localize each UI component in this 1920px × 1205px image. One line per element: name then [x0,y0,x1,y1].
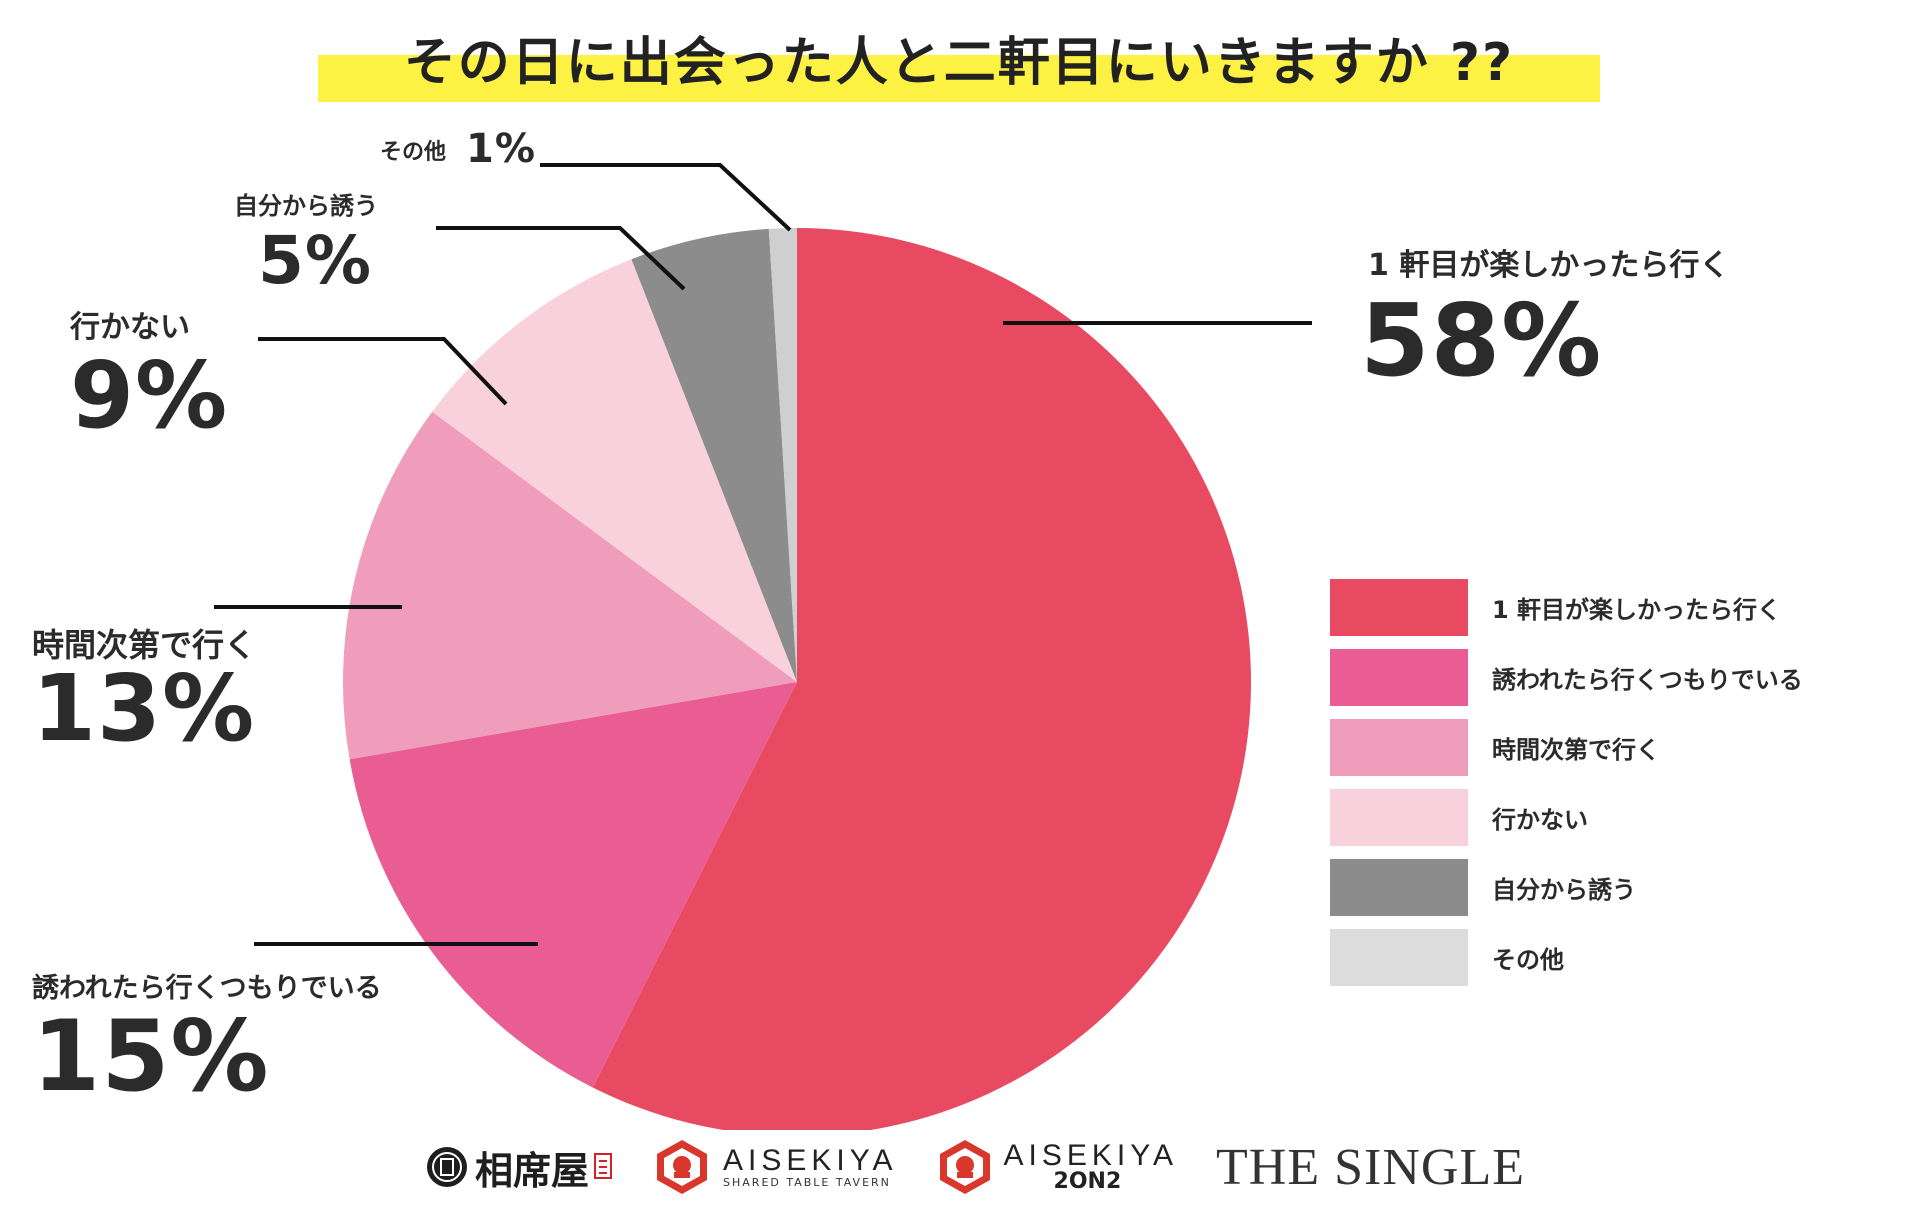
aisekiya-tagline: SHARED TABLE TAVERN [723,1175,891,1189]
callout-label-3: 行かない [70,310,190,345]
callout-label-0: 1 軒目が楽しかったら行く [1368,248,1730,283]
legend-item: 誘われたら行くつもりでいる [1330,642,1803,712]
pie-slice-1 [349,682,797,1088]
footer-logos: 相席屋 AISEKIYA SHARED TABLE TAVERN AISEKI [425,1132,1563,1202]
legend-swatch [1330,578,1468,636]
legend-swatch [1330,648,1468,706]
callout-label-4: 自分から誘う [234,192,378,220]
aisekiya-logo: AISEKIYA SHARED TABLE TAVERN [653,1138,898,1196]
pie-slice-0 [592,228,1251,1130]
aisekiya-2on2-logo: AISEKIYA 2ON2 [936,1138,1179,1196]
legend-item: その他 [1330,922,1803,992]
aisekiya-jp-logo: 相席屋 [425,1140,615,1195]
title-highlight [318,55,1600,102]
callout-label-5: その他 [380,140,447,165]
pie-slice-3 [432,259,797,682]
leader-line-3 [258,337,508,406]
legend-label: 自分から誘う [1492,875,1636,904]
legend-swatch [1330,858,1468,916]
legend-swatch [1330,718,1468,776]
legend-item: 行かない [1330,782,1803,852]
callout-pct-3: 9% [70,342,229,449]
aisekiya-2on2-sub: 2ON2 [1053,1169,1122,1194]
pie-slice-5 [768,228,797,682]
the-single-text: THE SINGLE [1216,1138,1525,1196]
aisekiya-jp-text: 相席屋 [475,1147,590,1193]
pie-slice-4 [631,228,797,682]
legend-item: 自分から誘う [1330,852,1803,922]
legend-label: その他 [1492,945,1564,974]
aisekiya-2on2-text: AISEKIYA [1003,1139,1179,1172]
callout-label-1: 誘われたら行くつもりでいる [32,973,382,1004]
callout-pct-2: 13% [32,655,256,762]
legend-label: 1 軒目が楽しかったら行く [1492,595,1782,624]
callout-pct-4: 5% [258,222,373,299]
legend-label: 行かない [1492,805,1588,834]
legend-label: 誘われたら行くつもりでいる [1492,665,1803,694]
the-single-logo: THE SINGLE [1216,1138,1525,1197]
red-stamp-icon [594,1153,613,1179]
pie-chart [214,163,1312,1130]
callout-label-2: 時間次第で行く [32,626,257,664]
legend-swatch [1330,928,1468,986]
leader-line-5 [540,163,792,232]
chart-title: その日に出会った人と二軒目にいきますか ?? [403,33,1515,93]
aisekiya-text: AISEKIYA [723,1143,898,1177]
chart-legend: 1 軒目が楽しかったら行く 誘われたら行くつもりでいる 時間次第で行く 行かない… [1330,572,1803,992]
leader-line-4 [436,226,686,291]
legend-swatch [1330,788,1468,846]
callout-pct-1: 15% [32,1000,270,1114]
kanji-seal-icon [427,1147,467,1187]
legend-label: 時間次第で行く [1492,735,1660,764]
callout-pct-0: 58% [1360,282,1603,399]
aisekiya-emblem-icon [657,1140,708,1194]
legend-item: 1 軒目が楽しかったら行く [1330,572,1803,642]
aisekiya-2on2-emblem-icon [939,1140,990,1194]
pie-slice-2 [343,411,797,760]
callout-pct-5: 1% [466,126,536,172]
legend-item: 時間次第で行く [1330,712,1803,782]
